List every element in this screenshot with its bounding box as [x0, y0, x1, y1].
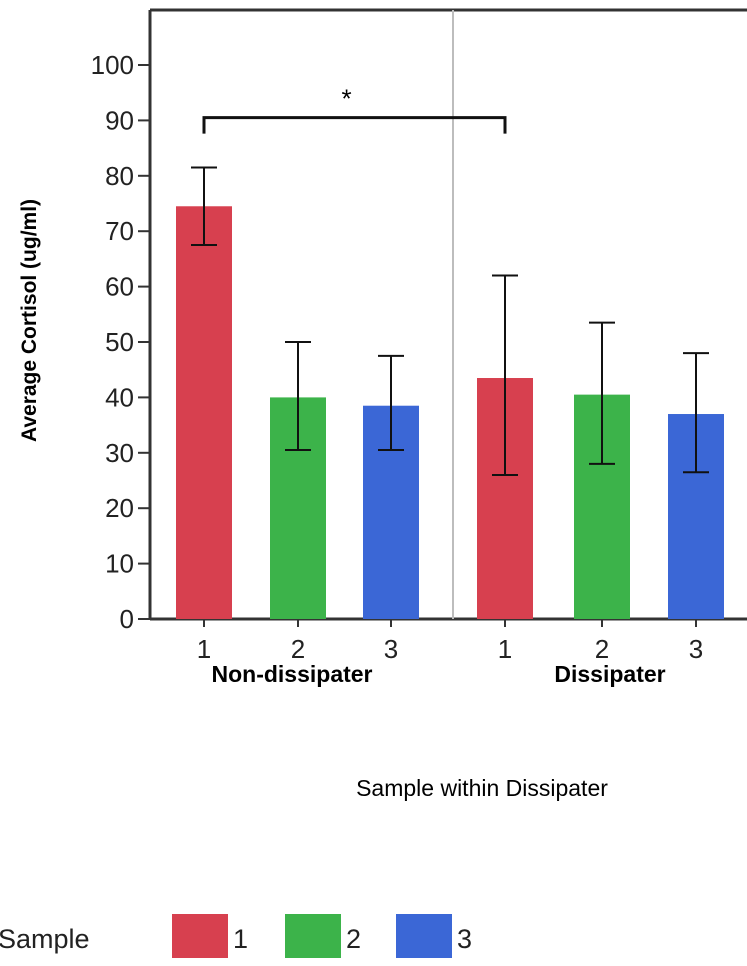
legend-swatch	[396, 914, 452, 958]
legend-label: 1	[233, 924, 248, 954]
x-tick-label: 3	[689, 634, 703, 664]
y-tick-label: 10	[105, 549, 134, 579]
x-tick-label: 2	[595, 634, 609, 664]
y-tick-label: 20	[105, 493, 134, 523]
y-tick-label: 90	[105, 105, 134, 135]
y-tick-label: 60	[105, 272, 134, 302]
labels: Average Cortisol (ug/ml) 1 2 3 Non-dissipate…	[18, 84, 703, 801]
group-label: Dissipater	[554, 661, 665, 687]
legend: Sample 1 2 3	[0, 914, 472, 958]
y-tick-label: 30	[105, 438, 134, 468]
x-tick-label: 1	[197, 634, 211, 664]
significance-marker: *	[341, 84, 351, 114]
legend-label: 3	[457, 924, 472, 954]
y-tick-label: 100	[91, 50, 134, 80]
axes: 0 10 20 30 40 50 60 70 80 90 100	[91, 8, 747, 634]
group-label: Non-dissipater	[211, 661, 372, 687]
bar	[176, 206, 232, 619]
x-axis-title: Sample within Dissipater	[356, 775, 608, 801]
y-tick-label: 70	[105, 216, 134, 246]
y-tick-label: 50	[105, 327, 134, 357]
y-tick-label: 80	[105, 161, 134, 191]
y-tick-label: 0	[120, 604, 134, 634]
x-tick-label: 1	[498, 634, 512, 664]
legend-swatch	[172, 914, 228, 958]
legend-label: 2	[346, 924, 361, 954]
bars	[176, 166, 724, 619]
y-tick-label: 40	[105, 382, 134, 412]
y-axis-title: Average Cortisol (ug/ml)	[18, 199, 41, 442]
legend-title: Sample	[0, 924, 90, 954]
significance-bracket	[202, 116, 507, 134]
legend-swatch	[285, 914, 341, 958]
x-tick-label: 3	[384, 634, 398, 664]
x-tick-label: 2	[291, 634, 305, 664]
